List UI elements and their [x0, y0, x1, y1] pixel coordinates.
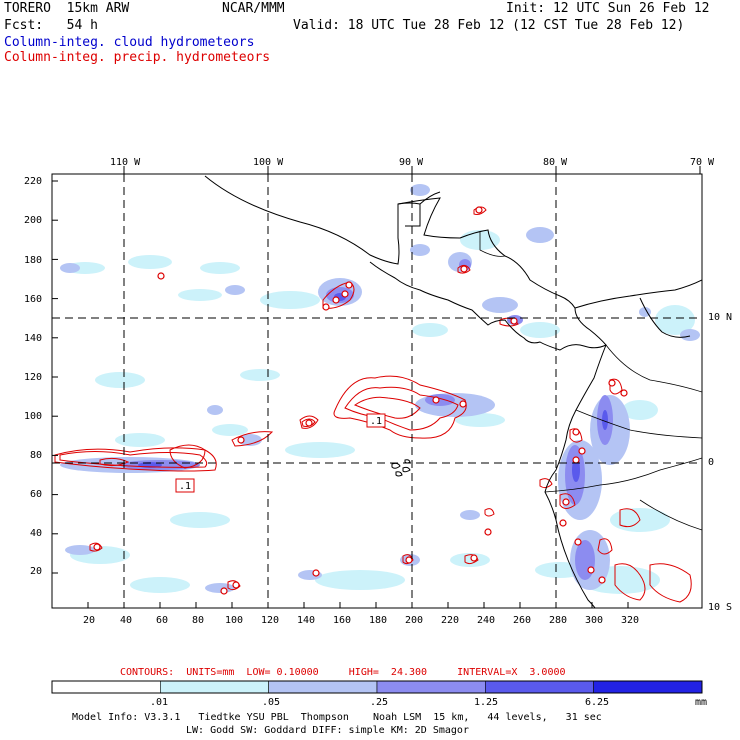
x-tick-label: 40 — [120, 615, 133, 626]
x-tick-label: 140 — [297, 615, 316, 626]
contour-label-west: .1 — [179, 481, 191, 492]
lon-label-90w: 90 W — [399, 157, 424, 168]
colorbar-segment — [160, 680, 269, 694]
colorbar-label: .01 — [150, 697, 169, 708]
graticule — [52, 174, 702, 608]
x-tick-label: 80 — [192, 615, 205, 626]
precip-contours — [54, 206, 692, 603]
x-tick-label: 120 — [261, 615, 280, 626]
contour-info: CONTOURS: UNITS=mm LOW= 0.10000 HIGH= 24… — [120, 667, 566, 678]
y-tick-label: 160 — [24, 294, 43, 305]
lat-label-10n: 10 N — [708, 312, 733, 323]
model-title: TORERO 15km ARW — [4, 1, 130, 16]
lon-label-70w: 70 W — [690, 157, 715, 168]
colorbar-label: .05 — [262, 697, 281, 708]
colorbar-segment — [51, 680, 161, 694]
lon-label-110w: 110 W — [110, 157, 141, 168]
x-tick-label: 300 — [585, 615, 604, 626]
colorbar-segment — [376, 680, 486, 694]
x-tick-label: 20 — [83, 615, 96, 626]
colorbar-unit: mm — [695, 697, 708, 708]
y-tick-label: 140 — [24, 333, 43, 344]
y-tick-marks — [52, 180, 58, 574]
x-tick-label: 320 — [621, 615, 640, 626]
y-tick-label: 80 — [30, 450, 43, 461]
y-tick-label: 200 — [24, 215, 43, 226]
coastlines — [204, 175, 702, 608]
legend-cloud: Column-integ. cloud hydrometeors — [4, 35, 255, 50]
top-ticks — [123, 166, 701, 174]
y-tick-label: 120 — [24, 372, 43, 383]
x-tick-label: 200 — [405, 615, 424, 626]
colorbar-label: .25 — [370, 697, 389, 708]
x-tick-label: 280 — [549, 615, 568, 626]
y-tick-label: 40 — [30, 528, 43, 539]
contour-label-box-central: .1 — [366, 413, 386, 428]
org-label: NCAR/MMM — [222, 1, 285, 16]
colorbar-frame — [51, 680, 703, 694]
y-tick-label: 100 — [24, 411, 43, 422]
x-tick-label: 220 — [441, 615, 460, 626]
x-tick-label: 100 — [225, 615, 244, 626]
lat-label-10s: 10 S — [708, 602, 733, 613]
colorbar-segment — [593, 680, 703, 694]
colorbar — [51, 680, 703, 694]
cloud-shading — [60, 184, 700, 594]
contour-label-central: .1 — [370, 416, 382, 427]
x-tick-marks — [87, 602, 629, 608]
colorbar-segment — [268, 680, 378, 694]
lon-label-100w: 100 W — [253, 157, 284, 168]
x-tick-label: 240 — [477, 615, 496, 626]
x-tick-label: 160 — [333, 615, 352, 626]
x-tick-label: 180 — [369, 615, 388, 626]
valid-time: Valid: 18 UTC Tue 28 Feb 12 (12 CST Tue … — [293, 18, 685, 33]
lat-label-0: 0 — [708, 457, 715, 468]
y-tick-label: 220 — [24, 176, 43, 187]
map-frame — [51, 173, 703, 609]
x-tick-label: 60 — [156, 615, 169, 626]
colorbar-label: 1.25 — [474, 697, 499, 708]
model-info: Model Info: V3.3.1 Tiedtke YSU PBL Thomp… — [72, 712, 602, 723]
contour-label-box-west: .1 — [175, 478, 195, 493]
precip-maxima — [93, 206, 628, 595]
lon-label-80w: 80 W — [543, 157, 568, 168]
legend-precip: Column-integ. precip. hydrometeors — [4, 50, 271, 65]
forecast-hour: Fcst: 54 h — [4, 18, 98, 33]
model-physics: LW: Godd SW: Goddard DIFF: simple KM: 2D… — [186, 725, 469, 736]
y-tick-label: 60 — [30, 489, 43, 500]
init-time: Init: 12 UTC Sun 26 Feb 12 — [506, 1, 710, 16]
colorbar-label: 6.25 — [585, 697, 610, 708]
y-tick-label: 180 — [24, 255, 43, 266]
colorbar-segment — [485, 680, 594, 694]
y-tick-label: 20 — [30, 566, 43, 577]
x-tick-label: 260 — [513, 615, 532, 626]
